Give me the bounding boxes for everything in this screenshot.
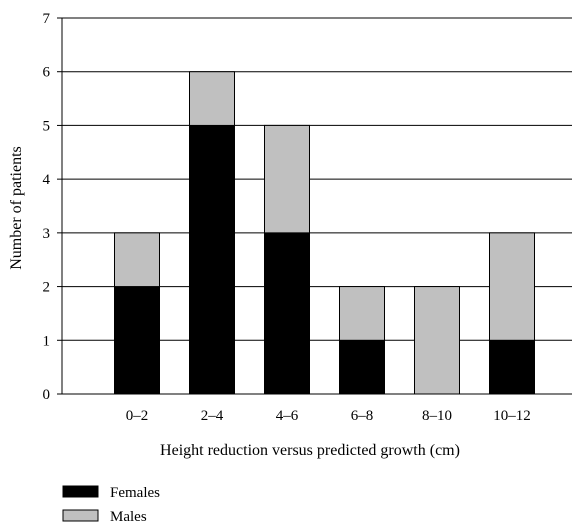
legend-label-males: Males [110, 509, 147, 525]
axes [61, 18, 572, 395]
y-axis-label: Number of patients [8, 146, 25, 270]
y-tick-labels: 0 1 2 3 4 5 6 7 [43, 11, 62, 403]
y-tick-label-6: 6 [43, 65, 51, 81]
bar-females-3 [339, 339, 385, 395]
y-tick-label-1: 1 [43, 333, 51, 349]
bar-males-1 [189, 71, 235, 126]
x-tick-label-4: 8–10 [422, 408, 452, 424]
x-tick-label-1: 2–4 [201, 408, 224, 424]
bar-males-4 [414, 286, 460, 395]
legend-label-females: Females [110, 485, 160, 501]
bar-females-0 [114, 286, 160, 395]
bars [114, 71, 535, 395]
legend: Females Males [62, 485, 160, 525]
legend-swatch-females [62, 485, 99, 498]
x-tick-label-2: 4–6 [276, 408, 299, 424]
bar-females-2 [264, 232, 310, 395]
bar-females-1 [189, 124, 235, 395]
bar-females-5 [489, 339, 535, 395]
x-tick-labels: 0–2 2–4 4–6 6–8 8–10 10–12 [126, 408, 531, 424]
x-tick-label-3: 6–8 [351, 408, 374, 424]
bar-males-3 [339, 286, 385, 341]
x-axis-label: Height reduction versus predicted growth… [160, 442, 460, 459]
y-tick-label-0: 0 [43, 387, 51, 403]
y-tick-label-7: 7 [43, 11, 51, 27]
bar-males-0 [114, 232, 160, 288]
y-tick-label-2: 2 [43, 280, 51, 296]
x-tick-label-0: 0–2 [126, 408, 149, 424]
y-tick-label-3: 3 [43, 226, 51, 242]
legend-swatch-males [62, 509, 99, 522]
y-tick-label-4: 4 [43, 172, 51, 188]
bar-males-2 [264, 124, 310, 234]
bar-males-5 [489, 232, 535, 341]
y-tick-label-5: 5 [43, 118, 51, 134]
x-tick-label-5: 10–12 [493, 408, 531, 424]
